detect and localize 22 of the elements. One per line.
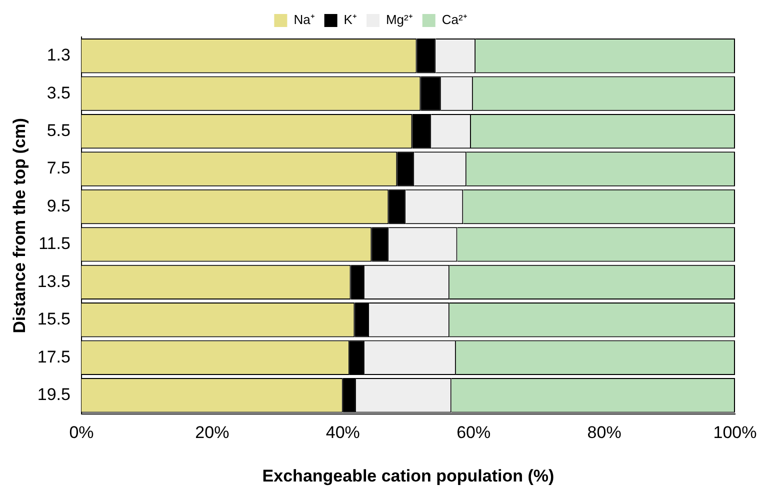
y-tick-label: 19.5 [37,385,70,404]
x-axis-title: Exchangeable cation population (%) [262,466,554,486]
x-tick-label: 40% [326,423,360,442]
x-tick-label: 20% [195,423,230,442]
x-tick-label: 60% [456,423,491,442]
x-tick-label: 100% [713,423,757,442]
y-tick-label: 7.5 [46,158,70,178]
x-tick-label: 80% [587,423,622,442]
x-tick-label: 0% [69,423,94,442]
legend-label: Na⁺ [294,12,314,28]
legend-label: K⁺ [344,12,356,28]
y-tick-label: 13.5 [37,272,70,291]
y-tick-label: 3.5 [46,83,70,102]
y-tick-label: 11.5 [38,234,70,254]
y-tick-label: 9.5 [46,196,70,216]
y-tick-label: 1.3 [46,46,70,65]
y-tick-label: 17.5 [37,347,70,366]
y-tick-label: 15.5 [37,310,70,329]
y-tick-label: 5.5 [46,120,70,140]
legend-label: Ca²⁺ [442,12,467,28]
legend-label: Mg²⁺ [386,12,412,28]
y-axis-title: Distance from the top (cm) [10,118,29,334]
